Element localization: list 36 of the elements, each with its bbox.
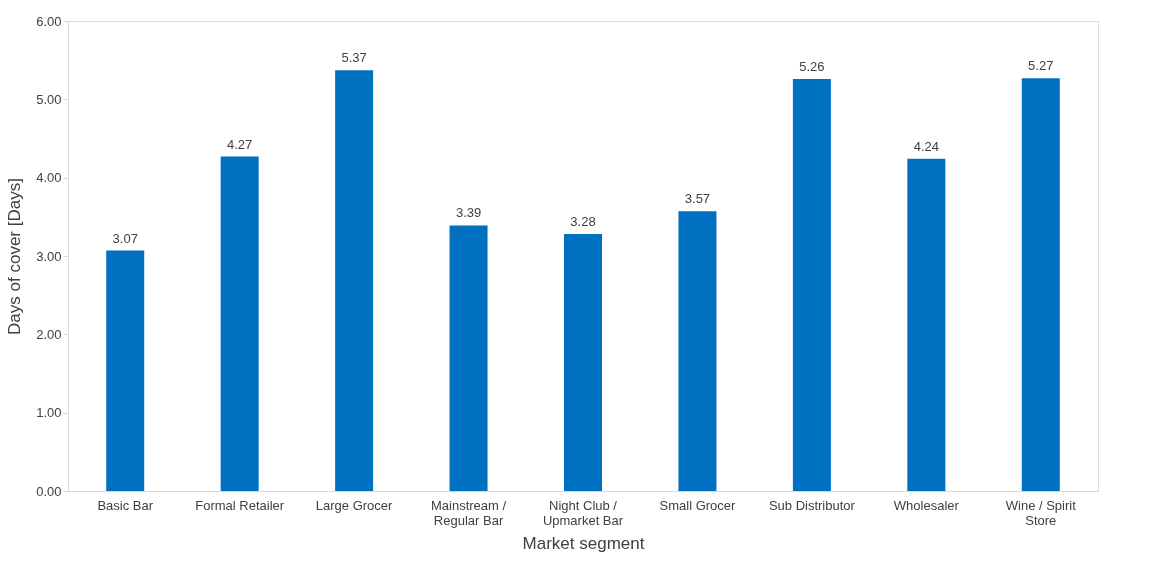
- x-tick-label: Sub Distributor: [768, 497, 856, 513]
- x-tick-label: Wine / Spirit Store: [1005, 497, 1077, 528]
- bar: [220, 156, 259, 491]
- bar: [1021, 78, 1060, 491]
- data-label: 5.27: [1028, 58, 1054, 74]
- x-tick-label: Mainstream / Regular Bar: [430, 497, 507, 528]
- y-axis-title: Days of cover [Days]: [5, 178, 25, 335]
- bar: [678, 211, 717, 491]
- data-label: 3.07: [112, 230, 138, 246]
- y-tick-label: 0.00: [36, 483, 62, 499]
- x-tick-label: Basic Bar: [97, 497, 154, 513]
- bar: [564, 234, 602, 491]
- y-tick-label: 5.00: [36, 91, 62, 107]
- data-label: 3.39: [455, 205, 482, 221]
- data-label: 5.37: [341, 50, 367, 66]
- y-tick-label: 3.00: [36, 248, 62, 264]
- bar: [449, 225, 488, 491]
- x-tick-label: Formal Retailer: [195, 497, 285, 513]
- y-tick-label: 4.00: [36, 170, 62, 186]
- bar: [106, 250, 145, 491]
- data-label: 5.26: [799, 58, 825, 74]
- y-tick-label: 2.00: [36, 326, 62, 342]
- x-tick-label: Large Grocer: [315, 497, 394, 513]
- data-label: 4.27: [227, 136, 253, 152]
- data-label: 4.24: [913, 138, 939, 154]
- bar: [792, 78, 831, 491]
- bar: [335, 70, 374, 491]
- bar: [907, 158, 946, 491]
- x-tick-label: Wholesaler: [893, 497, 960, 513]
- x-tick-label: Small Grocer: [659, 497, 737, 513]
- x-axis-title: Market segment: [522, 533, 645, 553]
- data-label: 3.57: [684, 191, 711, 207]
- x-tick-label: Night Club / Upmarket Bar: [542, 497, 624, 528]
- data-label: 3.28: [570, 214, 596, 230]
- y-tick-label: 1.00: [36, 405, 62, 421]
- y-tick-label: 6.00: [36, 13, 62, 29]
